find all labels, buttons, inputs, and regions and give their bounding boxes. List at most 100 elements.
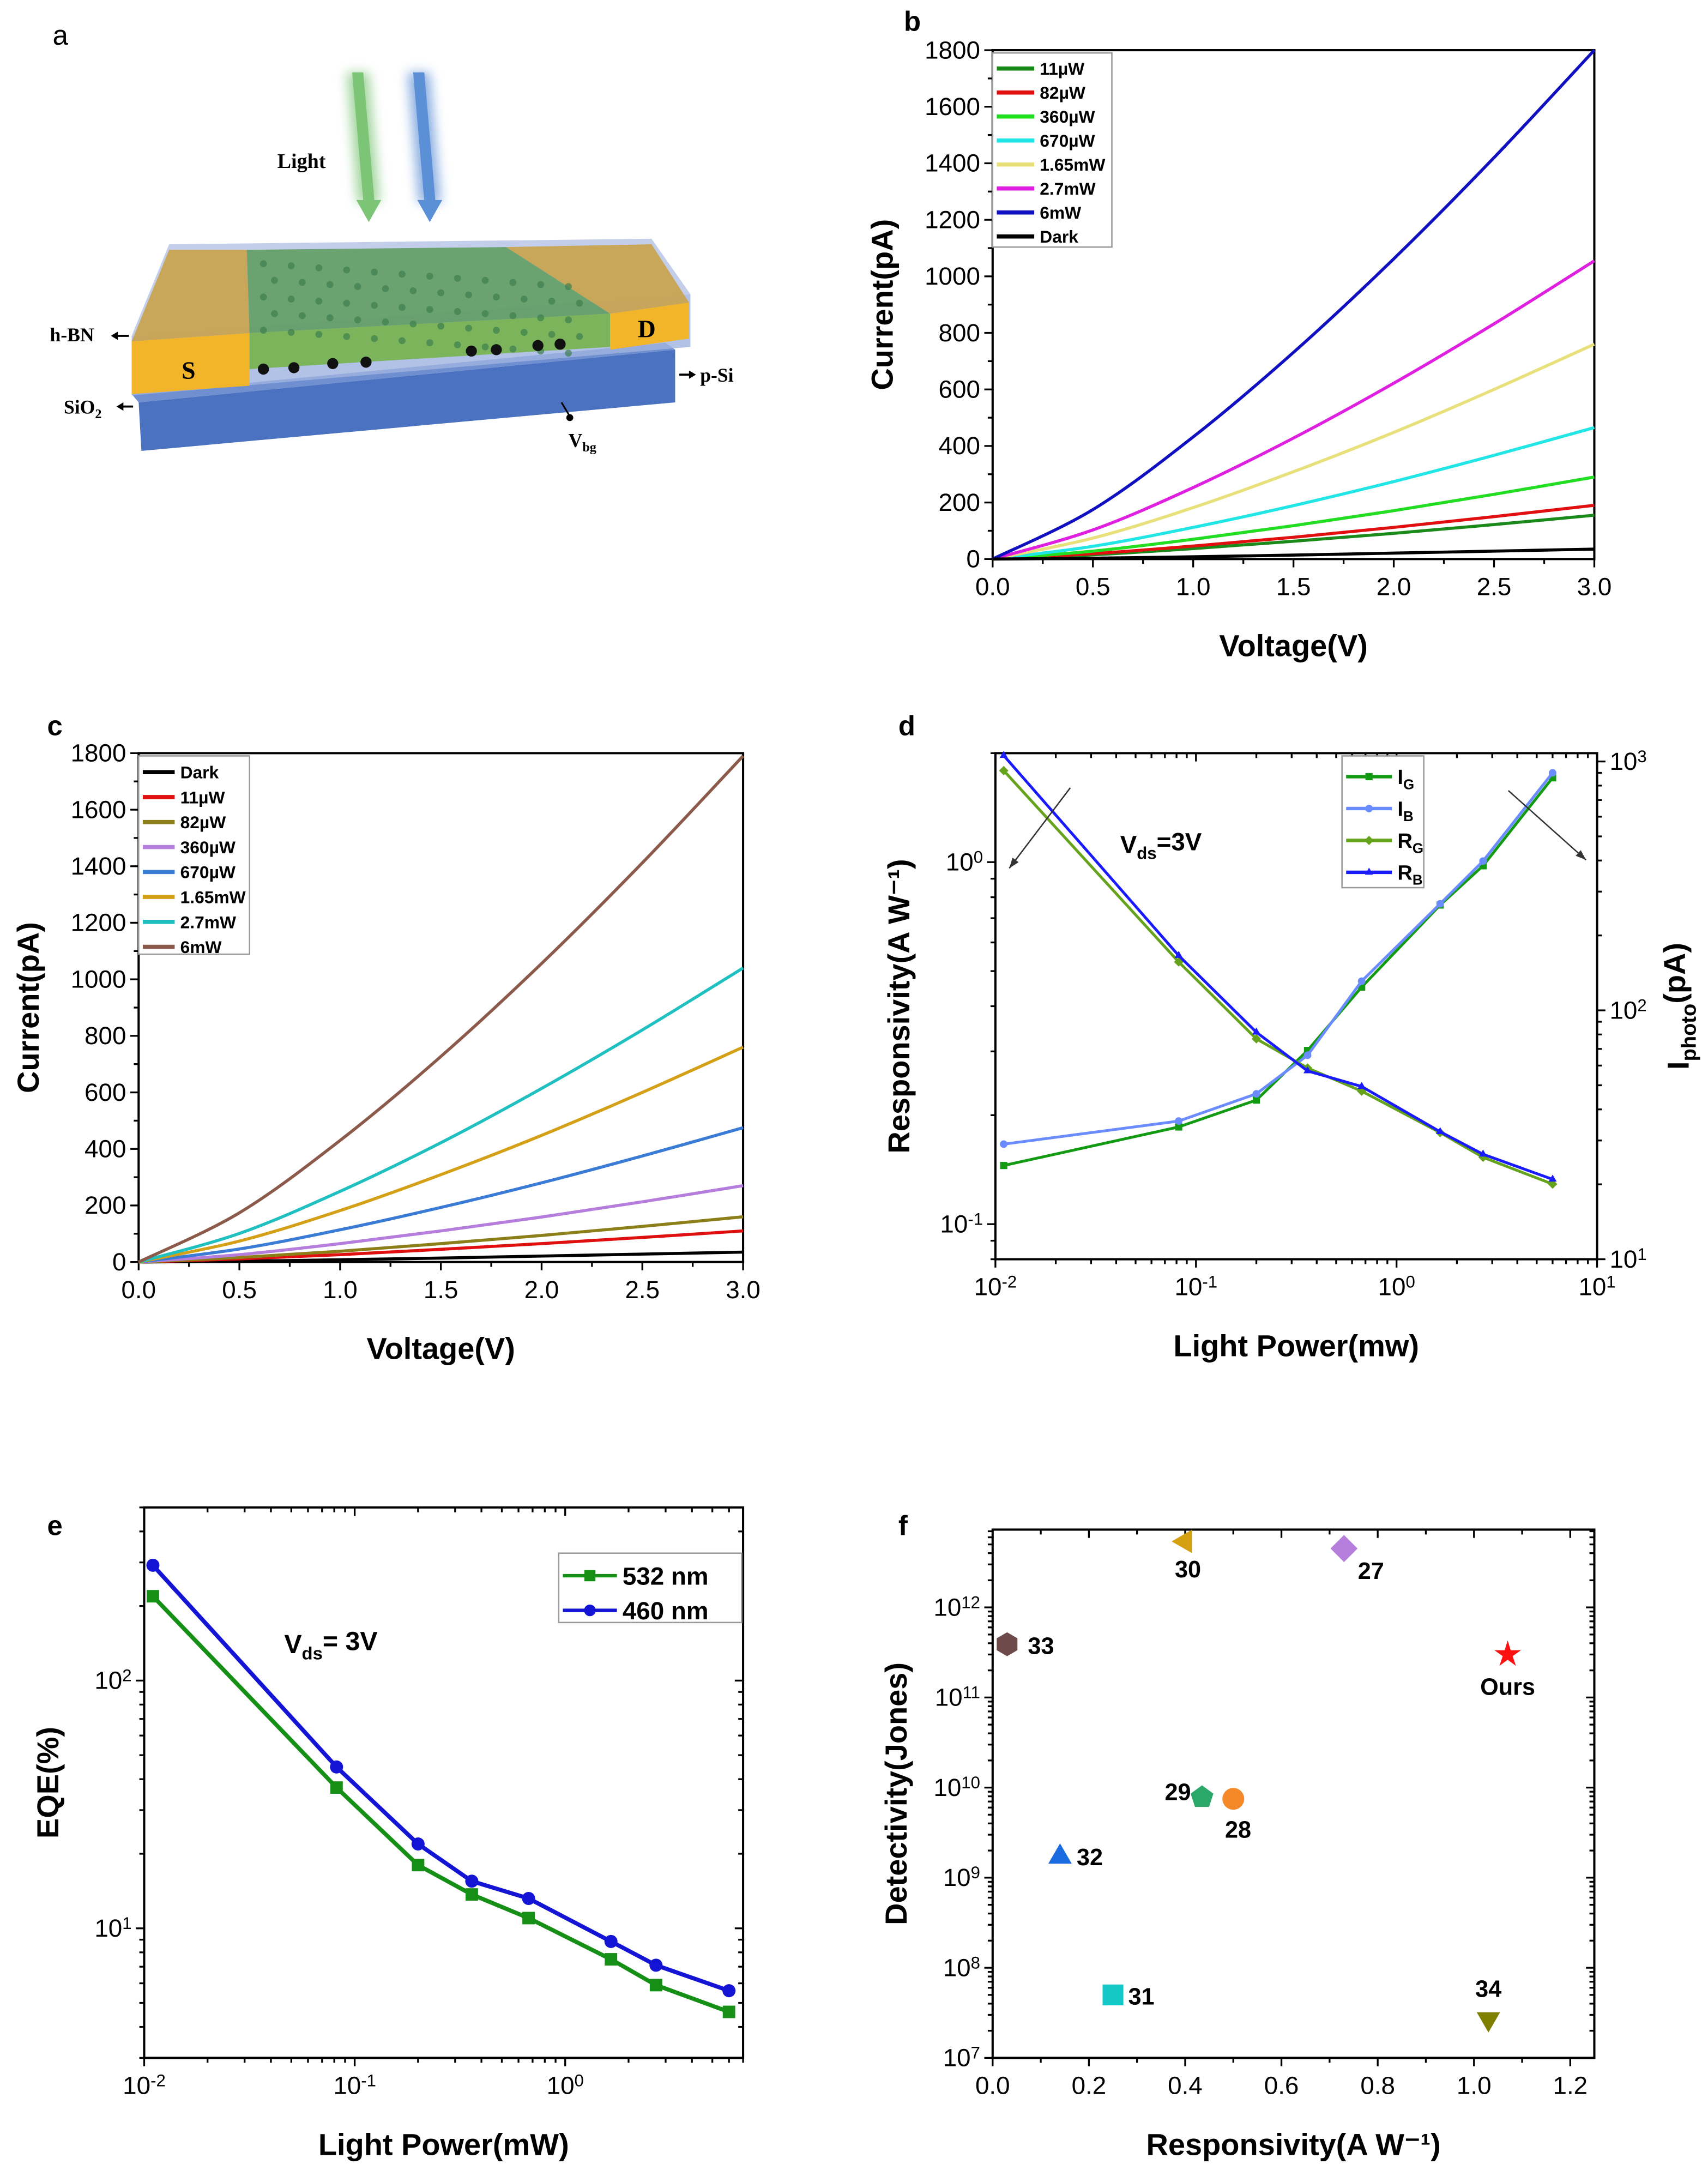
series-6mW [992, 49, 1596, 560]
y-tick-label: 107 [943, 2044, 980, 2072]
legend-entry: Dark [142, 763, 219, 782]
x-axis-title: Voltage(V) [366, 1331, 515, 1366]
x-tick-label: 100 [547, 2071, 584, 2099]
x-tick-label: 0.5 [1076, 572, 1110, 600]
legend-entry: 1.65mW [142, 888, 246, 907]
legend-label: 2.7mW [1040, 179, 1095, 198]
legend-label: 670µW [1040, 131, 1095, 150]
plot-frame [991, 1528, 1596, 2059]
series-IB [1000, 769, 1556, 1148]
y-tick-label: 109 [943, 1863, 980, 1891]
lattice-atom [520, 329, 528, 336]
diamond-marker-icon [1364, 835, 1374, 846]
lattice-atom [299, 312, 306, 320]
lattice-atom [399, 304, 406, 311]
y-right-tick-label: 103 [1609, 747, 1646, 775]
x-tick-label: 1.0 [1176, 572, 1211, 600]
data-point [1252, 1090, 1260, 1098]
panel-label-c: c [47, 710, 62, 741]
legend-entry: 460 nm [563, 1597, 709, 1625]
series-532nm [147, 1590, 735, 2018]
legend-label: 460 nm [623, 1597, 709, 1625]
lattice-atom [565, 316, 572, 324]
scatter-point: 34 [1475, 1976, 1501, 2033]
legend-entry: 6mW [142, 937, 222, 957]
lattice-atom [454, 308, 461, 315]
triangle-up-marker [1048, 1843, 1072, 1864]
hexagon-marker [997, 1632, 1018, 1656]
data-point [1174, 950, 1183, 958]
axis-pointer-arrow-icon [1507, 790, 1587, 861]
legend-entry: 670µW [997, 131, 1095, 150]
blue-light-beam [407, 72, 443, 222]
charge-carrier [327, 358, 339, 369]
green-light-beam [346, 72, 382, 222]
y-right-tick-label: 102 [1609, 996, 1646, 1024]
y-tick-label: 1400 [925, 149, 980, 177]
data-point [999, 765, 1009, 775]
lattice-atom [271, 276, 278, 284]
data-point [465, 1888, 478, 1901]
x-tick-label: 10-1 [1174, 1273, 1217, 1301]
data-point [1252, 1027, 1260, 1035]
y-tick-label: 100 [946, 847, 983, 876]
square-marker-icon [584, 1570, 596, 1582]
data-point [522, 1891, 535, 1905]
legend-label: 1.65mW [1040, 155, 1105, 174]
drain-electrode [609, 302, 689, 350]
x-tick-label: 0.5 [222, 1276, 257, 1304]
lattice-atom [576, 333, 583, 340]
x-tick-label: 100 [1378, 1273, 1415, 1301]
series-Dark [992, 547, 1595, 561]
data-point [1436, 900, 1444, 908]
x-tick-label: 10-2 [123, 2071, 166, 2099]
y-tick-label: 1400 [71, 852, 126, 880]
legend-entry: RB [1346, 861, 1423, 888]
sio2-label: SiO2 [64, 396, 101, 421]
lattice-atom [382, 318, 389, 326]
x-tick-label: 0.6 [1264, 2071, 1299, 2099]
lattice-atom [493, 293, 500, 301]
data-point [999, 751, 1008, 758]
lattice-atom [426, 339, 433, 346]
charge-carrier [532, 340, 544, 351]
lattice-atom [481, 343, 489, 351]
point-label: Ours [1480, 1674, 1535, 1700]
panel-label-e: e [47, 1510, 62, 1541]
data-point [465, 1874, 479, 1888]
point-label: 29 [1164, 1780, 1191, 1806]
lattice-atom [399, 270, 406, 278]
y-tick-label: 0 [966, 545, 980, 573]
x-axis-title: Voltage(V) [1219, 628, 1367, 662]
lattice-atom [426, 306, 433, 313]
drain-label: D [638, 315, 656, 342]
legend-entry: 11µW [997, 59, 1084, 79]
channel-material [246, 247, 610, 369]
plots: 0.0 0.5 1.0 1.5 2.0 2.5 3.00200400600800100012… [11, 5, 1701, 2161]
series-RB [999, 751, 1557, 1182]
y-tick-label: 102 [94, 1666, 131, 1695]
series-curve [992, 49, 1596, 560]
series-2.7mW [138, 967, 744, 1264]
point-label: 34 [1475, 1976, 1501, 2002]
y-axis-title: Responsivity(A W⁻¹) [882, 859, 916, 1153]
y-tick-label: 1200 [71, 909, 126, 937]
legend-entry: 360µW [142, 837, 236, 857]
legend-entry: 1.65mW [997, 155, 1105, 174]
scatter-point: 28 [1222, 1788, 1251, 1843]
charge-carrier [491, 344, 502, 355]
data-point [412, 1859, 425, 1872]
charge-carrier [466, 345, 477, 357]
x-tick-label: 1.0 [323, 1276, 358, 1304]
scatter-point: 31 [1102, 1984, 1155, 2010]
lattice-atom [493, 327, 500, 334]
legend-label: 670µW [180, 863, 236, 882]
lattice-atom [509, 312, 517, 320]
legend-entry: IG [1346, 765, 1414, 792]
legend-entry: 82µW [142, 812, 226, 832]
lattice-atom [287, 329, 295, 336]
legend-label: 360µW [1040, 107, 1095, 126]
legend-label: 2.7mW [180, 912, 236, 932]
panel-label-d: d [898, 710, 915, 741]
y-tick-label: 108 [943, 1953, 980, 1981]
